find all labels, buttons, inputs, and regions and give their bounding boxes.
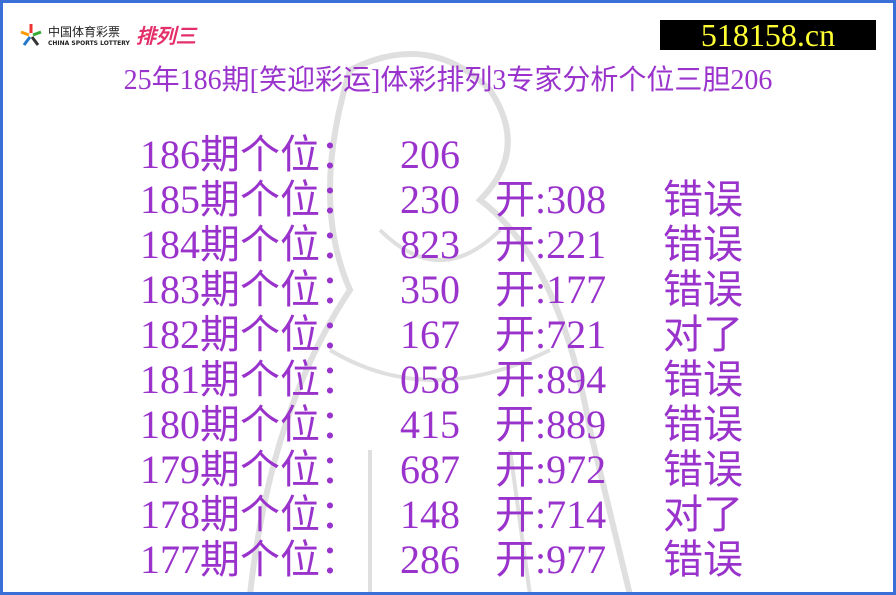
row-result: 对了 (663, 312, 743, 357)
row-label: 184期个位： (140, 222, 360, 267)
row-draw: 开:972 (495, 447, 607, 492)
row-label: 181期个位： (140, 357, 360, 402)
row-result: 错误 (663, 267, 743, 312)
row-result: 错误 (663, 402, 743, 447)
row-label: 179期个位： (140, 447, 360, 492)
page-title: 25年186期[笑迎彩运]体彩排列3专家分析个位三胆206 (123, 65, 773, 96)
row-pick: 167 (400, 312, 460, 357)
row-pick: 206 (400, 132, 460, 177)
row-draw: 开:889 (495, 402, 607, 447)
row-label: 180期个位： (140, 402, 360, 447)
row-draw: 开:221 (495, 222, 607, 267)
row-pick: 286 (400, 537, 460, 582)
row-pick: 058 (400, 357, 460, 402)
row-result: 对了 (663, 492, 743, 537)
row-label: 177期个位： (140, 537, 360, 582)
background-figure-illustration (246, 51, 634, 595)
row-label: 186期个位： (140, 132, 360, 177)
row-label: 185期个位： (140, 177, 360, 222)
row-result: 错误 (663, 537, 743, 582)
logo-product: 排列三 (135, 24, 196, 48)
row-result: 错误 (663, 222, 743, 267)
logo-en: CHINA SPORTS LOTTERY (48, 39, 130, 47)
row-draw: 开:308 (495, 177, 607, 222)
logo-cn: 中国体育彩票 (48, 24, 121, 39)
row-pick: 415 (400, 402, 460, 447)
china-sports-lottery-logo: 中国体育彩票 CHINA SPORTS LOTTERY 排列三 (18, 20, 196, 49)
row-result: 错误 (663, 177, 743, 222)
row-pick: 823 (400, 222, 460, 267)
row-pick: 230 (400, 177, 460, 222)
row-pick: 687 (400, 447, 460, 492)
row-draw: 开:177 (495, 267, 607, 312)
row-label: 182期个位： (140, 312, 360, 357)
row-label: 183期个位： (140, 267, 360, 312)
row-pick: 350 (400, 267, 460, 312)
row-pick: 148 (400, 492, 460, 537)
lottery-star-icon (20, 23, 42, 46)
site-banner: 518158.cn (660, 19, 876, 51)
row-draw: 开:977 (495, 537, 607, 582)
row-draw: 开:721 (495, 312, 607, 357)
row-result: 错误 (663, 357, 743, 402)
row-draw: 开:894 (495, 357, 607, 402)
row-draw: 开:714 (495, 492, 607, 537)
row-label: 178期个位： (140, 492, 360, 537)
row-result: 错误 (663, 447, 743, 492)
